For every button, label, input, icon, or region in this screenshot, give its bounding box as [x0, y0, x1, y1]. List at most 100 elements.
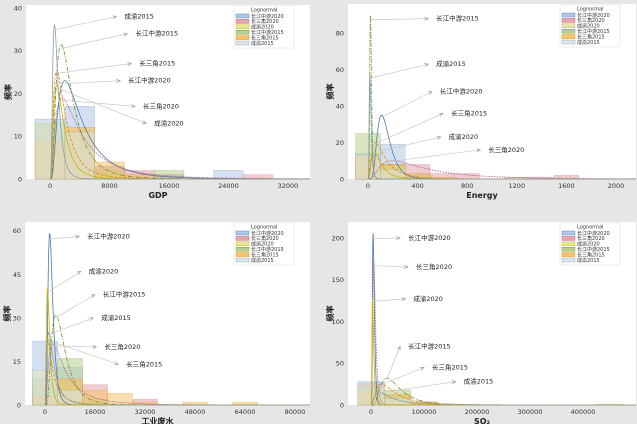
annotation-label: 成渝2015 [436, 59, 466, 68]
annotation-arrow [374, 136, 441, 153]
legend-entry: 长三角2015 [251, 251, 279, 258]
legend-title: Lognormal [251, 8, 277, 14]
y-tick-label: 10 [14, 133, 22, 141]
annotation-arrow [392, 149, 481, 162]
legend-entry: 成渝2015 [251, 257, 274, 264]
lognormal-curve [50, 97, 310, 180]
annotation-label: 成渝2015 [124, 12, 154, 21]
legend-swatch [561, 18, 576, 23]
y-tick-label: 40 [14, 4, 22, 12]
annotation-arrow [381, 91, 433, 118]
x-axis-label: SO₂ [474, 417, 491, 424]
annotation-arrow [375, 113, 444, 144]
annotation-label: 长江中游2020 [408, 233, 451, 242]
lognormal-curve [50, 24, 310, 180]
annotation-label: 成渝2020 [413, 294, 443, 303]
legend-entry: 长三角2020 [251, 18, 279, 25]
legend-entry: 成渝2020 [251, 241, 274, 248]
annotation-label: 成渝2020 [449, 132, 479, 141]
legend-entry: 长江中游2020 [251, 230, 284, 237]
x-tick-label: 200000 [465, 408, 490, 416]
annotation-arrow [61, 33, 128, 49]
annotation-arrow [52, 345, 97, 348]
x-tick-label: 1600 [558, 182, 575, 190]
arrowhead-icon [396, 236, 401, 240]
legend-swatch [561, 241, 576, 246]
annotation-label: 长三角2020 [488, 145, 524, 154]
annotation-label: 长三角2015 [451, 108, 487, 117]
x-tick-label: 0 [366, 182, 370, 190]
arrowhead-icon [476, 148, 482, 153]
arrowhead-icon [424, 63, 430, 67]
y-tick-label: 30 [14, 47, 22, 55]
so2-histogram-panel: 长江中游2020 长三角2020 成渝2020 长江中游2015 长三角2015 成渝20… [318, 212, 636, 424]
legend-swatch [561, 257, 576, 263]
arrowhead-icon [116, 78, 122, 83]
legend-entry: 成渝2020 [577, 241, 600, 248]
legend-swatch [235, 40, 250, 46]
x-tick-label: 80000 [285, 408, 306, 416]
y-tick-label: 0 [340, 176, 344, 184]
legend-entry: 成渝2020 [251, 24, 274, 31]
y-tick-label: 0 [340, 402, 344, 410]
y-tick-label: 15 [13, 358, 21, 366]
lognormal-curve [44, 331, 310, 406]
y-tick-label: 0 [18, 176, 22, 184]
annotation-arrow [61, 99, 136, 107]
annotation-label: 成渝2020 [89, 266, 119, 275]
annotation-label: 成渝2015 [464, 377, 494, 386]
legend-swatch [561, 236, 576, 241]
annotation-arrow [386, 346, 401, 380]
y-tick-label: 45 [13, 271, 21, 279]
annotation-label: 长江中游2020 [87, 232, 130, 241]
y-axis-label: 频率 [2, 306, 12, 322]
legend-swatch [235, 252, 250, 257]
x-tick-label: 48000 [185, 408, 206, 416]
y-tick-label: 40 [336, 103, 344, 111]
legend-swatch [235, 30, 250, 35]
legend-entry: 长三角2020 [577, 17, 605, 24]
annotation-label: 成渝2020 [154, 118, 184, 127]
x-tick-label: 32000 [278, 182, 299, 190]
annotation-label: 长三角2020 [104, 342, 140, 351]
x-tick-label: 1200 [509, 182, 526, 190]
annotation-label: 成渝2015 [101, 313, 131, 322]
annotation-label: 长江中游2015 [136, 29, 179, 38]
legend-swatch [561, 34, 576, 39]
x-tick-label: 16000 [85, 408, 106, 416]
legend-entry: 长三角2015 [251, 34, 279, 41]
x-axis-label: Energy [466, 191, 498, 200]
legend-swatch [235, 13, 250, 19]
legend-entry: 长江中游2020 [577, 230, 610, 237]
annotation-arrow [54, 16, 117, 31]
legend-swatch [561, 39, 576, 45]
x-tick-label: 0 [369, 408, 373, 416]
legend-swatch [561, 29, 576, 34]
x-tick-label: 400000 [571, 408, 596, 416]
legend-swatch [235, 247, 250, 252]
annotation-arrow [369, 63, 429, 79]
x-tick-label: 32000 [135, 408, 156, 416]
legend-entry: 长江中游2020 [577, 12, 610, 19]
y-tick-label: 20 [336, 139, 344, 147]
y-tick-label: 200 [332, 234, 344, 242]
annotation-label: 长江中游2020 [128, 76, 171, 85]
arrowhead-icon [131, 104, 136, 108]
x-tick-label: 0 [48, 182, 52, 190]
arrowhead-icon [397, 345, 401, 351]
annotation-label: 长三角2020 [416, 262, 452, 271]
legend-entry: 成渝2015 [577, 257, 600, 264]
wastewater-histogram-panel: 长江中游2020 成渝2020 长江中游2015 成渝2015 长三角2020 长三角20… [0, 212, 318, 424]
legend-swatch [235, 24, 250, 29]
legend-swatch [235, 19, 250, 24]
annotation-arrow [48, 317, 94, 335]
y-tick-label: 80 [336, 30, 344, 38]
y-tick-label: 0 [17, 402, 21, 410]
legend-swatch [561, 12, 576, 18]
arrowhead-icon [427, 91, 433, 95]
x-tick-label: 2000 [608, 182, 625, 190]
legend-swatch [561, 252, 576, 257]
histogram-bar [34, 118, 66, 180]
annotation-label: 长江中游2015 [436, 14, 479, 23]
arrowhead-icon [436, 136, 442, 140]
